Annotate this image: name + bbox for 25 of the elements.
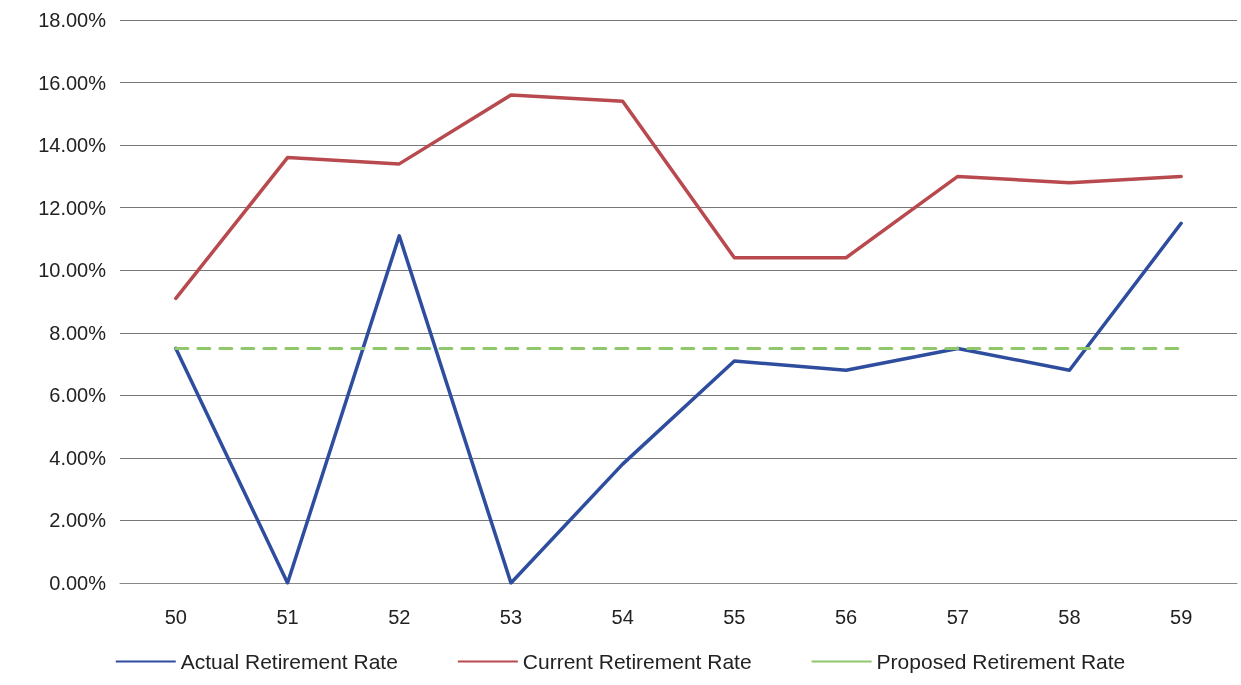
x-tick-label: 55 bbox=[723, 606, 746, 628]
y-tick-label: 2.00% bbox=[49, 509, 107, 532]
legend-label: Current Retirement Rate bbox=[522, 650, 752, 673]
x-tick-label: 50 bbox=[164, 606, 187, 628]
y-tick-label: 10.00% bbox=[38, 259, 107, 282]
x-tick-label: 58 bbox=[1058, 606, 1081, 628]
y-tick-label: 8.00% bbox=[49, 321, 107, 344]
x-tick-label: 51 bbox=[276, 606, 299, 628]
legend-label: Actual Retirement Rate bbox=[180, 650, 398, 673]
x-tick-label: 56 bbox=[834, 606, 858, 628]
x-tick-label: 52 bbox=[388, 606, 411, 628]
legend-label: Proposed Retirement Rate bbox=[876, 650, 1126, 673]
y-tick-label: 0.00% bbox=[49, 572, 107, 594]
x-tick-label: 59 bbox=[1170, 606, 1193, 628]
y-tick-label: 16.00% bbox=[38, 71, 107, 94]
x-tick-label: 53 bbox=[499, 606, 523, 628]
x-tick-label: 57 bbox=[946, 606, 969, 628]
line-series bbox=[174, 221, 1183, 585]
y-tick-label: 14.00% bbox=[38, 134, 107, 157]
y-tick-label: 6.00% bbox=[49, 384, 107, 407]
x-tick-label: 54 bbox=[611, 606, 634, 628]
y-tick-label: 4.00% bbox=[49, 446, 107, 469]
y-tick-label: 18.00% bbox=[38, 9, 107, 31]
line-series bbox=[174, 93, 1183, 301]
y-tick-label: 12.00% bbox=[38, 196, 107, 219]
